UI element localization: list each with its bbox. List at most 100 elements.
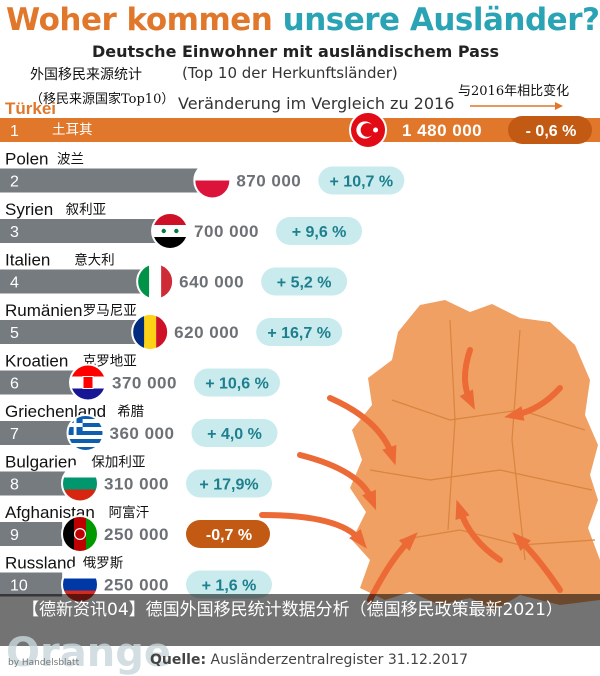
bar	[0, 118, 600, 142]
flag-stripe	[67, 435, 104, 440]
flag-ring	[131, 313, 170, 351]
flag-body	[194, 162, 231, 199]
change-badge	[261, 267, 348, 296]
map-arrow	[327, 395, 397, 466]
flag-stripe	[67, 431, 104, 436]
flag-ring	[61, 515, 99, 553]
rank-label: 6	[10, 376, 19, 393]
source-note: Quelle: Ausländerzentralregister 31.12.2…	[150, 652, 468, 668]
map-border-line	[391, 399, 586, 431]
bar-row-4: Italien 意大利 4 640 000 + 5,2 %	[0, 251, 348, 301]
subtitle-line3: Veränderung im Vergleich zu 2016	[178, 94, 455, 113]
flag-star	[373, 127, 379, 133]
change-label: + 5,2 %	[277, 275, 332, 292]
greece-flag-icon	[66, 414, 105, 452]
flag-stripe	[62, 578, 98, 591]
change-label: - 0,6 %	[526, 123, 577, 140]
change-badge	[186, 469, 272, 498]
flag-star	[174, 228, 179, 234]
source-label: Quelle:	[150, 652, 207, 668]
country-label-cn: 意大利	[74, 252, 115, 269]
orange-logo: Orange	[6, 630, 171, 676]
title-part2: unsere Ausländer?	[282, 2, 600, 38]
value-label: 870 000	[236, 172, 301, 191]
bar	[0, 168, 217, 193]
bar	[0, 522, 63, 546]
flag-stripe	[194, 162, 231, 181]
map-arrow-head	[512, 532, 531, 551]
rank-label: 10	[10, 578, 28, 595]
germany-map-shape	[350, 300, 600, 610]
romania-flag-icon	[131, 313, 170, 351]
flag-ring	[61, 464, 99, 503]
bar-row-3: Syrien 叙利亚 3 700 000 + 9,6 %	[0, 200, 363, 250]
country-label: Rumänien	[5, 301, 83, 320]
map-arrow-stroke	[259, 512, 363, 543]
country-label-cn: 叙利亚	[66, 202, 107, 218]
change-badge	[186, 570, 272, 599]
map-border-line	[447, 319, 456, 531]
country-label-cn: 波兰	[57, 152, 84, 168]
page-title: Woher kommen unsere Ausländer?	[6, 2, 600, 38]
bar-row-1: Türkei 1 土耳其 1 480 000 - 0,6 %	[0, 99, 600, 149]
country-label-cn: 保加利亚	[91, 455, 145, 471]
flag-ring	[349, 111, 387, 149]
rank-label: 4	[10, 275, 19, 292]
country-label-cn: 希腊	[117, 404, 144, 420]
bulgaria-flag-icon	[61, 464, 99, 503]
map-arrow-head	[504, 406, 525, 421]
flag-stripe	[67, 443, 104, 448]
value-label: 250 000	[104, 525, 169, 544]
map-arrow	[297, 452, 377, 511]
country-label: Kroatien	[5, 352, 68, 371]
germany-map	[259, 300, 600, 610]
country-label-cn: 土耳其	[52, 122, 93, 138]
change-label: + 10,6 %	[205, 376, 269, 393]
map-arrow-head	[362, 489, 377, 511]
change-badge	[191, 419, 278, 447]
map-arrow-head	[349, 529, 367, 549]
flag-stripe	[67, 447, 104, 451]
croatia-flag-icon	[69, 363, 107, 402]
change-badge	[508, 116, 592, 144]
map-arrow	[455, 499, 503, 563]
flag-stripe	[73, 415, 77, 435]
change-badge	[256, 318, 343, 346]
bar-row-7: Griechenland 希腊7 360 000 + 4,0 %	[0, 402, 278, 452]
value-label: 640 000	[179, 273, 244, 292]
title-part1: Woher kommen	[6, 2, 283, 38]
change-badge	[276, 217, 363, 245]
map-arrow-head	[455, 499, 470, 521]
italy-flag-icon	[136, 262, 175, 301]
map-arrow	[512, 532, 563, 593]
rank-label: 8	[10, 477, 19, 494]
caption-text: 【德新资讯04】德国外国移民统计数据分析（德国移民政策最新2021）	[22, 600, 563, 620]
flag-stripe	[67, 415, 104, 420]
map-arrow-head	[382, 444, 397, 466]
bar	[0, 320, 155, 344]
flag-shield	[82, 376, 94, 389]
flag-stripe	[74, 516, 86, 552]
change-label: + 9,6 %	[292, 224, 347, 241]
bar	[0, 269, 160, 294]
change-label: -0,7 %	[206, 527, 252, 544]
map-arrow	[459, 347, 475, 410]
change-badge	[186, 520, 270, 548]
flag-ring	[66, 414, 105, 452]
flag-stripe	[67, 423, 104, 428]
bar-row-8: Bulgarien 保加利亚 8 310 000 + 17,9%	[0, 453, 272, 503]
bar-row-5: Rumänien 罗马尼亚 5 620 000 + 16,7 %	[0, 301, 343, 351]
syria-flag-icon	[151, 212, 190, 250]
flag-stripe	[67, 427, 104, 432]
change-label: + 4,0 %	[207, 426, 262, 443]
rank-label: 9	[10, 527, 19, 544]
map-border-line	[511, 329, 526, 561]
country-label-cn: 阿富汗	[109, 504, 150, 521]
value-label: 700 000	[194, 222, 259, 241]
change-label: + 1,6 %	[202, 578, 257, 595]
change-label: + 16,7 %	[267, 325, 331, 342]
change-badge	[194, 368, 280, 397]
